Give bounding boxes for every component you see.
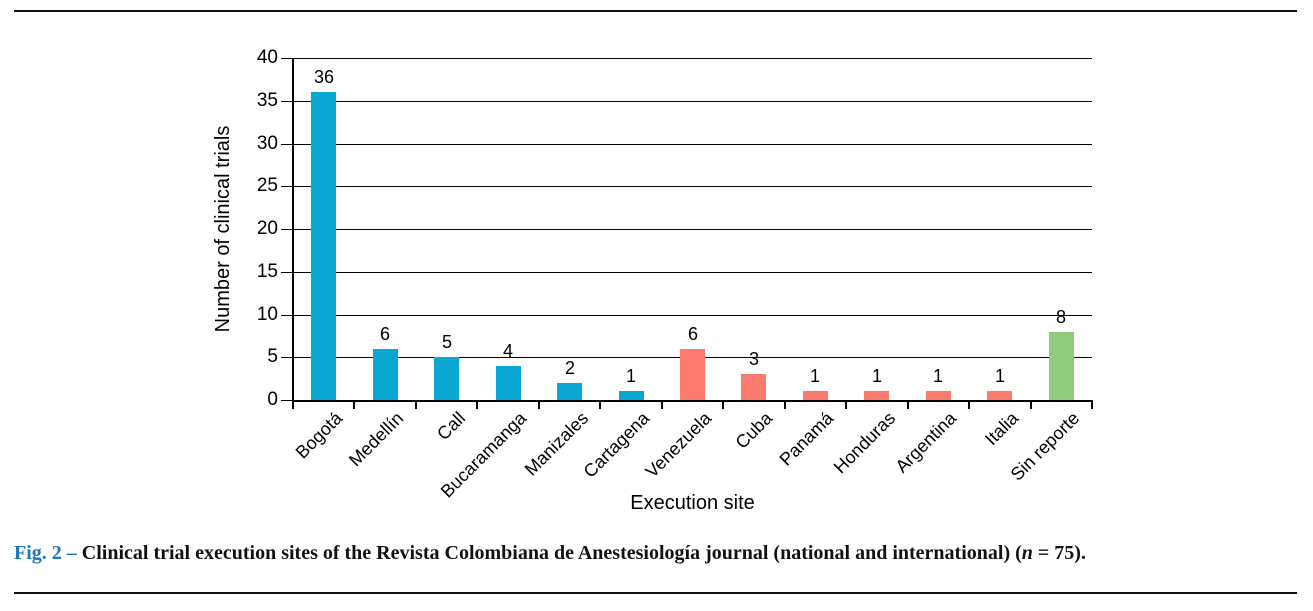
y-tick-label: 0 (267, 389, 278, 410)
y-tick-label: 40 (256, 47, 278, 68)
bar-value-label: 6 (687, 324, 698, 344)
bar-value-label: 8 (1055, 307, 1066, 327)
gridline (293, 101, 1092, 102)
bar-10 (926, 391, 951, 400)
x-axis-tick (599, 400, 601, 409)
bar-5 (619, 391, 644, 400)
bar-value-label: 6 (379, 324, 390, 344)
bar-3 (496, 366, 521, 400)
x-tick-label: Manizales (520, 408, 593, 480)
bar-2 (434, 357, 459, 400)
figure-caption-text: Clinical trial execution sites of the Re… (76, 542, 1022, 564)
bottom-rule-divider (14, 592, 1297, 594)
x-axis-tick (476, 400, 478, 409)
x-axis-tick (968, 400, 970, 409)
top-rule-divider (14, 10, 1297, 12)
bar-value-label: 4 (502, 341, 513, 361)
y-tick-label: 5 (267, 346, 278, 367)
y-axis-tick (281, 400, 293, 401)
bar-8 (803, 391, 828, 400)
y-axis-tick (281, 58, 293, 59)
x-tick-label: Bucaramanga (436, 408, 531, 502)
bar-1 (373, 349, 398, 400)
x-tick-label: Honduras (829, 408, 900, 478)
gridline (293, 315, 1092, 316)
y-axis-tick (281, 101, 293, 102)
bar-value-label: 36 (313, 67, 335, 87)
x-axis-tick (538, 400, 540, 409)
bar-value-label: 1 (625, 366, 636, 386)
figure-caption-label: Fig. 2 – (14, 542, 77, 564)
y-axis-tick (281, 315, 293, 316)
bar-0 (311, 92, 336, 400)
gridline (293, 229, 1092, 230)
figure-caption-tail: = 75). (1032, 542, 1086, 564)
x-axis-title: Execution site (630, 492, 755, 514)
x-axis-tick (845, 400, 847, 409)
x-axis-tick (1091, 400, 1093, 409)
y-tick-label: 15 (256, 261, 278, 282)
x-axis-tick (415, 400, 417, 409)
y-tick-label: 25 (256, 175, 278, 196)
bar-4 (557, 383, 582, 400)
gridline (293, 186, 1092, 187)
y-axis-tick (281, 144, 293, 145)
bar-11 (987, 391, 1012, 400)
x-tick-label: Venezuela (641, 408, 716, 482)
y-axis-tick (281, 272, 293, 273)
x-axis-tick (907, 400, 909, 409)
bar-value-label: 5 (441, 332, 452, 352)
figure-caption-n: n (1021, 542, 1033, 564)
gridline (293, 144, 1092, 145)
x-tick-label: Cartagena (579, 408, 654, 482)
x-tick-label: Argentina (891, 408, 961, 477)
x-axis-line (292, 400, 1093, 402)
x-tick-label: Bogotá (291, 408, 347, 463)
y-axis-tick (281, 229, 293, 230)
x-tick-label: Medellín (344, 408, 408, 471)
bar-value-label: 1 (809, 366, 820, 386)
y-tick-label: 30 (256, 133, 278, 154)
x-axis-tick (661, 400, 663, 409)
y-tick-label: 20 (256, 218, 278, 239)
x-tick-label: Sin reporte (1006, 408, 1084, 485)
x-axis-tick (722, 400, 724, 409)
bar-7 (741, 374, 766, 400)
bar-value-label: 1 (871, 366, 882, 386)
bar-12 (1049, 332, 1074, 400)
y-tick-label: 10 (256, 304, 278, 325)
bar-value-label: 1 (932, 366, 943, 386)
bar-value-label: 2 (564, 358, 575, 378)
bar-value-label: 1 (994, 366, 1005, 386)
y-axis-tick (281, 357, 293, 358)
x-axis-tick (784, 400, 786, 409)
x-tick-label: Panamá (775, 408, 838, 470)
y-axis-line (292, 58, 294, 402)
gridline (293, 272, 1092, 273)
x-axis-tick (292, 400, 294, 409)
bar-6 (680, 349, 705, 400)
y-axis-tick (281, 186, 293, 187)
x-tick-label: Cuba (731, 408, 777, 453)
x-axis-tick (1030, 400, 1032, 409)
x-tick-label: Italia (981, 408, 1023, 450)
gridline (293, 58, 1092, 59)
bar-value-label: 3 (748, 349, 759, 369)
y-tick-label: 35 (256, 90, 278, 111)
bar-9 (864, 391, 889, 400)
x-tick-label: Call (433, 408, 470, 445)
figure-caption: Fig. 2 – Clinical trial execution sites … (14, 540, 1308, 566)
x-axis-tick (353, 400, 355, 409)
